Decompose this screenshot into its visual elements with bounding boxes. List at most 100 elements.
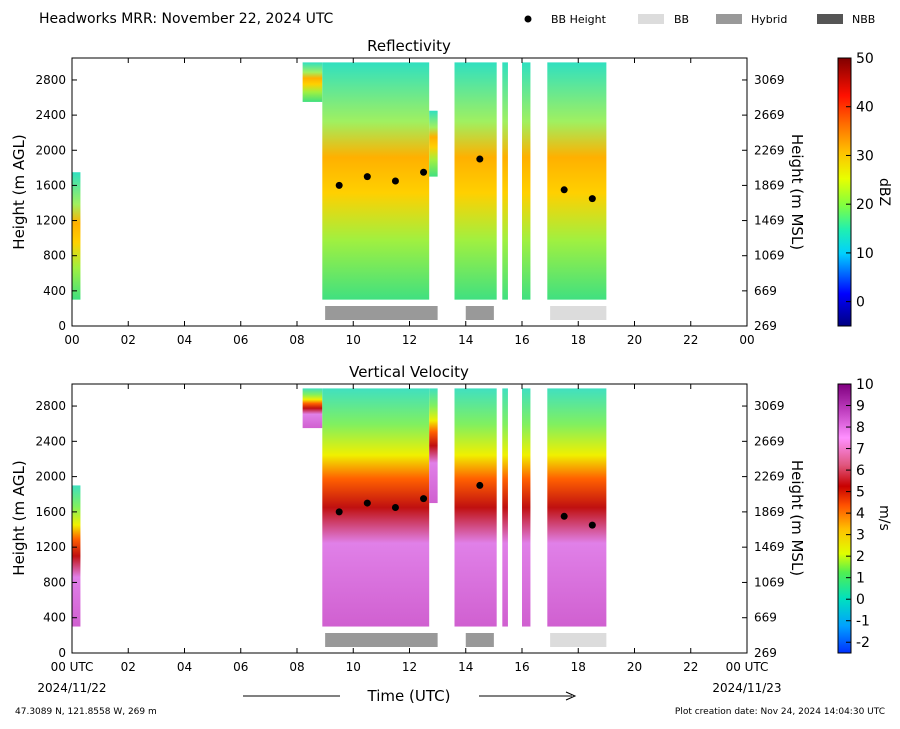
- legend-bb-label: BB: [674, 13, 689, 26]
- bb-type-bar-bb: [550, 306, 607, 320]
- colorbar-tick-label: 6: [856, 463, 865, 479]
- reflectivity-title: Reflectivity: [367, 37, 451, 55]
- x-tick-label: 18: [571, 333, 586, 347]
- reflectivity-colorbar-ticks: 0 10 20 30 40 50: [846, 51, 874, 311]
- y2-tick-label: 1069: [754, 575, 785, 589]
- reflectivity-data-block: [547, 62, 607, 300]
- y-tick-label: 1200: [35, 540, 66, 554]
- x-tick-label: 20: [627, 333, 642, 347]
- x-tick-label: 22: [683, 660, 698, 674]
- vertical-velocity-y2label: Height (m MSL): [788, 460, 806, 576]
- colorbar-tick-label: 7: [856, 442, 865, 458]
- reflectivity-data-layer: [72, 62, 607, 320]
- colorbar-tick-label: 5: [856, 485, 865, 501]
- colorbar-tick-label: 0: [856, 592, 865, 608]
- y-tick-label: 2000: [35, 470, 66, 484]
- velocity-data-block: [522, 388, 531, 627]
- bb-height-point: [391, 177, 399, 185]
- reflectivity-data-block: [429, 110, 438, 177]
- y-tick-label: 0: [58, 319, 66, 333]
- y2-tick-label: 1869: [754, 505, 785, 519]
- bb-type-bar-hybrid: [465, 633, 494, 647]
- colorbar-tick-label: 9: [856, 399, 865, 415]
- legend-nbb-swatch: [817, 14, 843, 24]
- x-tick-label: 06: [233, 660, 248, 674]
- y2-tick-label: 669: [754, 611, 777, 625]
- y-tick-label: 2000: [35, 143, 66, 157]
- x-axis-label: Time (UTC): [367, 687, 451, 705]
- bb-height-point: [363, 499, 371, 507]
- bb-height-point: [476, 155, 484, 163]
- y-tick-label: 400: [43, 284, 66, 298]
- y2-tick-label: 3069: [754, 73, 785, 87]
- bb-height-point: [420, 495, 428, 503]
- reflectivity-data-block: [522, 62, 531, 300]
- y-tick-label: 2800: [35, 73, 66, 87]
- vertical-velocity-data-layer: [72, 388, 607, 647]
- y-tick-label: 1600: [35, 178, 66, 192]
- reflectivity-colorbar-label: dBZ: [876, 178, 892, 206]
- colorbar-tick-label: 10: [856, 246, 874, 262]
- time-arrow-head: [565, 691, 577, 701]
- y-tick-label: 1600: [35, 505, 66, 519]
- x-tick-label: 14: [458, 660, 473, 674]
- y2-tick-label: 2669: [754, 434, 785, 448]
- reflectivity-data-block: [502, 62, 508, 300]
- x-tick-label: 16: [514, 333, 529, 347]
- y2-tick-label: 3069: [754, 399, 785, 413]
- bb-height-point: [420, 168, 428, 176]
- reflectivity-data-block: [322, 62, 430, 300]
- x-tick-label: 00 UTC: [51, 660, 94, 674]
- colorbar-tick-label: 30: [856, 148, 874, 164]
- x-tick-label: 16: [514, 660, 529, 674]
- bb-type-bar-hybrid: [325, 633, 438, 647]
- bb-type-bar-hybrid: [465, 306, 494, 320]
- x-tick-label: 10: [346, 660, 361, 674]
- velocity-data-block: [429, 388, 438, 504]
- reflectivity-data-block: [72, 172, 81, 300]
- colorbar-tick-label: 40: [856, 100, 874, 116]
- y-tick-label: 2400: [35, 108, 66, 122]
- bb-height-point: [363, 173, 371, 181]
- legend: BB Height BB Hybrid NBB: [524, 13, 875, 26]
- bb-height-point: [588, 521, 596, 529]
- reflectivity-y2label: Height (m MSL): [788, 134, 806, 250]
- velocity-data-block: [322, 388, 430, 627]
- velocity-data-block: [72, 485, 81, 627]
- colorbar-tick-label: 20: [856, 197, 874, 213]
- colorbar-tick-label: 0: [856, 295, 865, 311]
- y2-tick-label: 2269: [754, 470, 785, 484]
- x-tick-label: 04: [177, 660, 192, 674]
- x-end-date: 2024/11/23: [712, 681, 781, 695]
- y2-tick-label: 2269: [754, 143, 785, 157]
- x-tick-label: 18: [571, 660, 586, 674]
- bb-height-point: [588, 195, 596, 203]
- velocity-data-block: [547, 388, 607, 627]
- reflectivity-panel: Reflectivity Height (m AGL) Height (m MS…: [10, 37, 806, 347]
- x-tick-label: 08: [289, 333, 304, 347]
- bb-type-bar-bb: [550, 633, 607, 647]
- x-tick-label: 10: [346, 333, 361, 347]
- bb-height-point: [335, 508, 343, 516]
- vertical-velocity-colorbar-ticks: -2 -1 0 1 2 3 4 5 6 7 8 9 10: [846, 377, 874, 651]
- legend-bb-swatch: [638, 14, 664, 24]
- vertical-velocity-colorbar-label: m/s: [876, 505, 892, 531]
- y-tick-label: 0: [58, 646, 66, 660]
- bb-height-point: [560, 186, 568, 194]
- y-tick-label: 2800: [35, 399, 66, 413]
- colorbar-tick-label: 10: [856, 377, 874, 393]
- bb-height-point: [476, 481, 484, 489]
- legend-bb-height-marker: [524, 15, 532, 23]
- legend-bb-height-label: BB Height: [551, 13, 607, 26]
- y2-tick-label: 669: [754, 284, 777, 298]
- legend-nbb-label: NBB: [852, 13, 875, 26]
- x-tick-label: 06: [233, 333, 248, 347]
- x-tick-label: 00 UTC: [726, 660, 769, 674]
- x-tick-label: 20: [627, 660, 642, 674]
- figure-title: Headworks MRR: November 22, 2024 UTC: [39, 11, 334, 27]
- x-tick-label: 08: [289, 660, 304, 674]
- y2-tick-label: 269: [754, 319, 777, 333]
- y2-tick-label: 269: [754, 646, 777, 660]
- colorbar-tick-label: -1: [856, 614, 870, 630]
